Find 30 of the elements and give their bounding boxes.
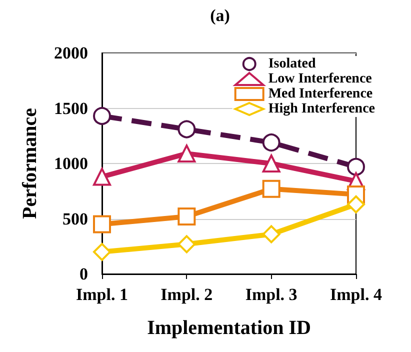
x-tick-label: Impl. 3 (245, 285, 298, 304)
y-axis-title: Performance (19, 108, 41, 220)
y-tick-label: 0 (80, 264, 88, 284)
y-tick-label: 1000 (54, 154, 88, 173)
point (93, 106, 111, 125)
legend-label: Low Interference (268, 72, 372, 86)
legend-label: Isolated (268, 56, 316, 72)
y-tick-label: 2000 (54, 44, 88, 62)
x-tick-label: Impl. 1 (76, 285, 128, 304)
point (262, 225, 280, 244)
point (93, 215, 111, 234)
point (347, 195, 365, 214)
point (178, 208, 196, 226)
point (93, 242, 111, 261)
x-axis-title: Implementation ID (147, 317, 311, 339)
x-tick-label: Impl. 2 (160, 285, 213, 304)
point (178, 144, 196, 163)
point (178, 120, 196, 138)
point (262, 180, 280, 198)
legend-label: Med Interference (268, 86, 373, 102)
x-tick-label: Impl. 4 (330, 285, 382, 304)
y-tick-label: 1500 (54, 98, 88, 118)
chart-title: (a) (210, 6, 230, 25)
point (178, 235, 196, 254)
point (262, 134, 280, 152)
point (347, 158, 365, 176)
y-tick-label: 500 (62, 209, 88, 228)
point (93, 168, 111, 186)
point (262, 154, 280, 172)
legend-label: High Interference (268, 102, 375, 116)
